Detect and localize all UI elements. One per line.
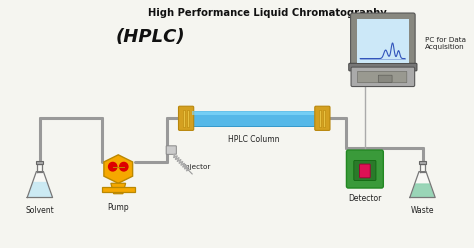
Polygon shape bbox=[101, 187, 135, 192]
FancyBboxPatch shape bbox=[315, 106, 330, 130]
FancyBboxPatch shape bbox=[319, 110, 321, 127]
Polygon shape bbox=[28, 183, 52, 197]
FancyBboxPatch shape bbox=[192, 111, 317, 115]
FancyBboxPatch shape bbox=[349, 63, 417, 71]
Polygon shape bbox=[410, 172, 435, 197]
Polygon shape bbox=[104, 155, 133, 183]
FancyBboxPatch shape bbox=[192, 111, 317, 126]
Polygon shape bbox=[411, 184, 434, 197]
Text: Detector: Detector bbox=[348, 194, 382, 203]
Text: High Performance Liquid Chromatography: High Performance Liquid Chromatography bbox=[148, 8, 387, 18]
FancyBboxPatch shape bbox=[179, 106, 194, 130]
Polygon shape bbox=[419, 161, 426, 164]
Text: Pump: Pump bbox=[108, 203, 129, 212]
Text: Solvent: Solvent bbox=[26, 206, 54, 215]
FancyBboxPatch shape bbox=[346, 150, 383, 188]
Circle shape bbox=[119, 162, 128, 171]
FancyBboxPatch shape bbox=[187, 110, 189, 127]
Polygon shape bbox=[37, 164, 42, 172]
FancyBboxPatch shape bbox=[183, 110, 185, 127]
FancyBboxPatch shape bbox=[357, 71, 407, 83]
Text: HPLC Column: HPLC Column bbox=[228, 135, 280, 144]
Circle shape bbox=[109, 162, 117, 171]
Polygon shape bbox=[36, 161, 44, 164]
Text: Waste: Waste bbox=[411, 206, 434, 215]
Text: (HPLC): (HPLC) bbox=[116, 28, 185, 46]
Text: Injector: Injector bbox=[183, 164, 210, 170]
FancyBboxPatch shape bbox=[360, 164, 370, 178]
FancyBboxPatch shape bbox=[323, 110, 325, 127]
FancyBboxPatch shape bbox=[166, 146, 176, 154]
Polygon shape bbox=[111, 183, 126, 194]
FancyBboxPatch shape bbox=[378, 75, 392, 82]
FancyBboxPatch shape bbox=[357, 19, 409, 63]
FancyBboxPatch shape bbox=[354, 160, 376, 181]
Polygon shape bbox=[420, 164, 425, 172]
FancyBboxPatch shape bbox=[351, 13, 415, 69]
Text: PC for Data
Acquisition: PC for Data Acquisition bbox=[425, 37, 466, 50]
Polygon shape bbox=[27, 172, 53, 197]
FancyBboxPatch shape bbox=[351, 67, 415, 87]
